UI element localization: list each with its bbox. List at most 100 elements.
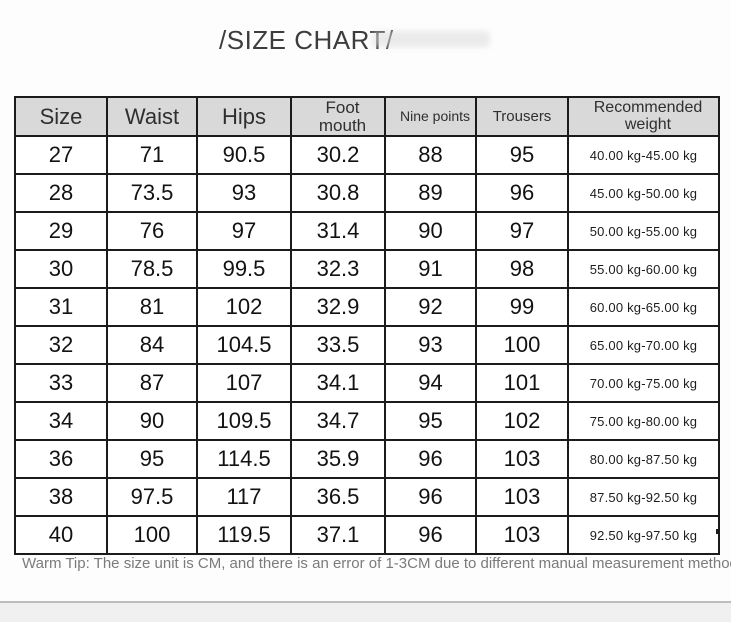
- cell-size: 32: [14, 325, 108, 365]
- cell-size: 31: [14, 287, 108, 327]
- table-border-tail: [567, 529, 569, 534]
- cell-waist: 97.5: [106, 477, 198, 517]
- header-size: Size: [14, 96, 108, 137]
- cell-hips: 119.5: [196, 515, 292, 555]
- cell-foot-mouth: 34.7: [290, 401, 386, 441]
- cell-size: 36: [14, 439, 108, 479]
- table-row: 36 95 114.5 35.9 96 103 80.00 kg-87.50 k…: [14, 439, 720, 479]
- header-row: Size Waist Hips Foot mouth Nine points T…: [14, 96, 720, 137]
- cell-nine-points: 91: [384, 249, 477, 289]
- cell-size: 29: [14, 211, 108, 251]
- cell-waist: 76: [106, 211, 198, 251]
- bottom-strip: [0, 603, 731, 622]
- header-foot-mouth: Foot mouth: [290, 96, 386, 137]
- cell-trousers: 102: [475, 401, 569, 441]
- table-border-tail: [716, 529, 718, 534]
- cell-nine-points: 90: [384, 211, 477, 251]
- cell-waist: 81: [106, 287, 198, 327]
- header-waist: Waist: [106, 96, 198, 137]
- table-row: 31 81 102 32.9 92 99 60.00 kg-65.00 kg: [14, 287, 720, 327]
- cell-waist: 73.5: [106, 173, 198, 213]
- table-row: 30 78.5 99.5 32.3 91 98 55.00 kg-60.00 k…: [14, 249, 720, 289]
- cell-foot-mouth: 30.8: [290, 173, 386, 213]
- cell-trousers: 99: [475, 287, 569, 327]
- bottom-divider: [0, 601, 731, 603]
- cell-weight: 50.00 kg-55.00 kg: [567, 211, 720, 251]
- size-chart-table: Size Waist Hips Foot mouth Nine points T…: [14, 96, 720, 555]
- cell-foot-mouth: 34.1: [290, 363, 386, 403]
- cell-weight: 60.00 kg-65.00 kg: [567, 287, 720, 327]
- cell-foot-mouth: 36.5: [290, 477, 386, 517]
- cell-hips: 104.5: [196, 325, 292, 365]
- cell-waist: 84: [106, 325, 198, 365]
- cell-hips: 97: [196, 211, 292, 251]
- table-row: 33 87 107 34.1 94 101 70.00 kg-75.00 kg: [14, 363, 720, 403]
- cell-hips: 107: [196, 363, 292, 403]
- cell-trousers: 103: [475, 439, 569, 479]
- cell-nine-points: 92: [384, 287, 477, 327]
- table-body: 27 71 90.5 30.2 88 95 40.00 kg-45.00 kg …: [14, 135, 720, 555]
- cell-foot-mouth: 37.1: [290, 515, 386, 555]
- header-recommended-weight: Recommended weight: [567, 96, 720, 137]
- table-row: 32 84 104.5 33.5 93 100 65.00 kg-70.00 k…: [14, 325, 720, 365]
- table-row: 38 97.5 117 36.5 96 103 87.50 kg-92.50 k…: [14, 477, 720, 517]
- cell-size: 28: [14, 173, 108, 213]
- cell-weight: 40.00 kg-45.00 kg: [567, 135, 720, 175]
- cell-foot-mouth: 31.4: [290, 211, 386, 251]
- cell-waist: 100: [106, 515, 198, 555]
- cell-foot-mouth: 35.9: [290, 439, 386, 479]
- cell-nine-points: 93: [384, 325, 477, 365]
- cell-weight: 75.00 kg-80.00 kg: [567, 401, 720, 441]
- warm-tip-text: Warm Tip: The size unit is CM, and there…: [22, 555, 731, 572]
- cell-nine-points: 88: [384, 135, 477, 175]
- cell-trousers: 98: [475, 249, 569, 289]
- table-border-tail: [384, 529, 386, 534]
- cell-hips: 90.5: [196, 135, 292, 175]
- cell-weight: 45.00 kg-50.00 kg: [567, 173, 720, 213]
- cell-nine-points: 96: [384, 515, 477, 555]
- cell-size: 33: [14, 363, 108, 403]
- table-row: 28 73.5 93 30.8 89 96 45.00 kg-50.00 kg: [14, 173, 720, 213]
- watermark-smudge: [372, 31, 490, 47]
- cell-nine-points: 94: [384, 363, 477, 403]
- cell-size: 38: [14, 477, 108, 517]
- header-trousers: Trousers: [475, 96, 569, 137]
- cell-waist: 78.5: [106, 249, 198, 289]
- table-row: 40 100 119.5 37.1 96 103 92.50 kg-97.50 …: [14, 515, 720, 555]
- header-nine-points: Nine points: [384, 96, 477, 137]
- cell-foot-mouth: 30.2: [290, 135, 386, 175]
- cell-hips: 102: [196, 287, 292, 327]
- header-hips: Hips: [196, 96, 292, 137]
- cell-weight: 55.00 kg-60.00 kg: [567, 249, 720, 289]
- table-row: 34 90 109.5 34.7 95 102 75.00 kg-80.00 k…: [14, 401, 720, 441]
- cell-weight: 87.50 kg-92.50 kg: [567, 477, 720, 517]
- cell-foot-mouth: 32.9: [290, 287, 386, 327]
- table-border-tail: [290, 529, 292, 534]
- cell-hips: 117: [196, 477, 292, 517]
- table-border-tail: [475, 529, 477, 534]
- cell-waist: 71: [106, 135, 198, 175]
- cell-trousers: 101: [475, 363, 569, 403]
- cell-trousers: 96: [475, 173, 569, 213]
- cell-waist: 87: [106, 363, 198, 403]
- cell-weight: 70.00 kg-75.00 kg: [567, 363, 720, 403]
- cell-size: 30: [14, 249, 108, 289]
- cell-waist: 95: [106, 439, 198, 479]
- cell-trousers: 103: [475, 515, 569, 555]
- cell-trousers: 100: [475, 325, 569, 365]
- cell-trousers: 97: [475, 211, 569, 251]
- cell-hips: 99.5: [196, 249, 292, 289]
- table-border-tail: [14, 529, 16, 534]
- cell-nine-points: 95: [384, 401, 477, 441]
- table-row: 27 71 90.5 30.2 88 95 40.00 kg-45.00 kg: [14, 135, 720, 175]
- cell-nine-points: 96: [384, 477, 477, 517]
- table-border-tail: [196, 529, 198, 534]
- page-title: /SIZE CHART/: [219, 25, 394, 55]
- cell-weight: 65.00 kg-70.00 kg: [567, 325, 720, 365]
- cell-weight: 92.50 kg-97.50 kg: [567, 515, 720, 555]
- cell-foot-mouth: 33.5: [290, 325, 386, 365]
- cell-size: 27: [14, 135, 108, 175]
- cell-trousers: 103: [475, 477, 569, 517]
- table-row: 29 76 97 31.4 90 97 50.00 kg-55.00 kg: [14, 211, 720, 251]
- cell-size: 40: [14, 515, 108, 555]
